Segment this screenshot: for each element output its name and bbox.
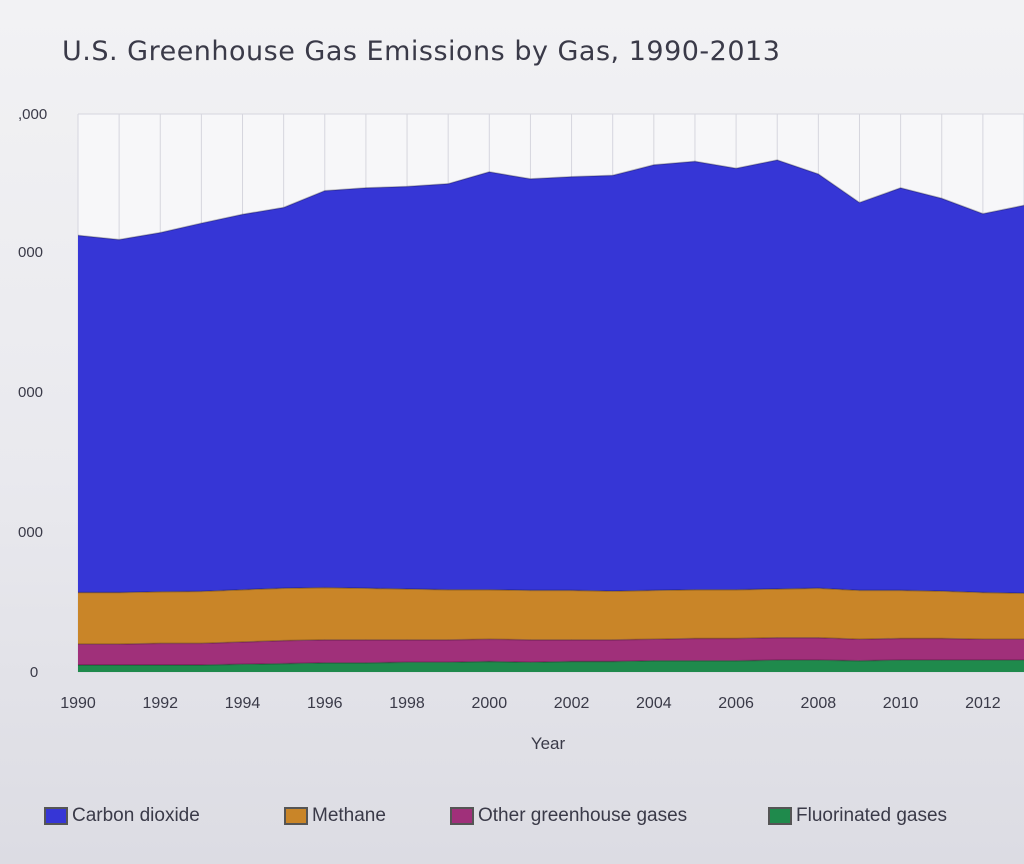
x-tick-label: 2000 — [472, 695, 508, 712]
area-series — [77, 159, 1024, 672]
x-tick-label: 2012 — [965, 695, 1001, 712]
x-tick-label: 1990 — [60, 695, 96, 712]
legend-swatch-methane — [284, 807, 308, 825]
area-fluorinated-gases — [78, 660, 1024, 672]
legend-label-methane: Methane — [312, 805, 386, 826]
legend-item-fluorinated-gases[interactable]: Fluorinated gases — [768, 805, 947, 827]
legend-swatch-fluorinated-gases — [768, 807, 792, 825]
area-edge-carbon-dioxide — [77, 159, 1024, 241]
y-tick-label: ,000 — [18, 106, 47, 123]
x-tick-label: 1992 — [142, 695, 178, 712]
area-edge-fluorinated-gases — [78, 659, 1024, 666]
legend-label-carbon-dioxide: Carbon dioxide — [72, 805, 200, 826]
legend-label-other-greenhouse-gases: Other greenhouse gases — [478, 805, 688, 826]
x-tick-label: 2008 — [801, 695, 837, 712]
y-tick-label: 000 — [18, 524, 43, 541]
x-tick-label: 1994 — [225, 695, 261, 712]
area-carbon-dioxide — [78, 160, 1024, 594]
legend-item-other-greenhouse-gases[interactable]: Other greenhouse gases — [450, 805, 687, 827]
x-tick-label: 2006 — [718, 695, 754, 712]
x-tick-label: 1996 — [307, 695, 343, 712]
area-other-greenhouse-gases — [78, 637, 1024, 665]
x-tick-label: 2002 — [554, 695, 590, 712]
chart-title: U.S. Greenhouse Gas Emissions by Gas, 19… — [62, 36, 781, 67]
axis-ticks: 1990 1992 1994 1996 1998 2000 2002 2004 2006 2008… — [18, 106, 1001, 712]
y-tick-label: 000 — [18, 384, 43, 401]
y-tick-label: 000 — [18, 244, 43, 261]
legend-label-fluorinated-gases: Fluorinated gases — [796, 805, 948, 826]
x-tick-label: 2004 — [636, 695, 672, 712]
x-tick-label: 2010 — [883, 695, 919, 712]
legend-item-methane[interactable]: Methane — [284, 805, 386, 827]
legend-swatch-carbon-dioxide — [44, 807, 68, 825]
legend-swatch-other-greenhouse-gases — [450, 807, 474, 825]
legend: Carbon dioxide Methane Other greenhouse … — [44, 805, 1004, 835]
area-edge-methane — [78, 586, 1024, 594]
area-edge-other-greenhouse-gases — [78, 637, 1024, 645]
x-axis-label: Year — [531, 734, 566, 753]
legend-item-carbon-dioxide[interactable]: Carbon dioxide — [44, 805, 200, 827]
area-methane — [78, 587, 1024, 645]
y-tick-label: 0 — [30, 664, 38, 681]
x-tick-label: 1998 — [389, 695, 425, 712]
